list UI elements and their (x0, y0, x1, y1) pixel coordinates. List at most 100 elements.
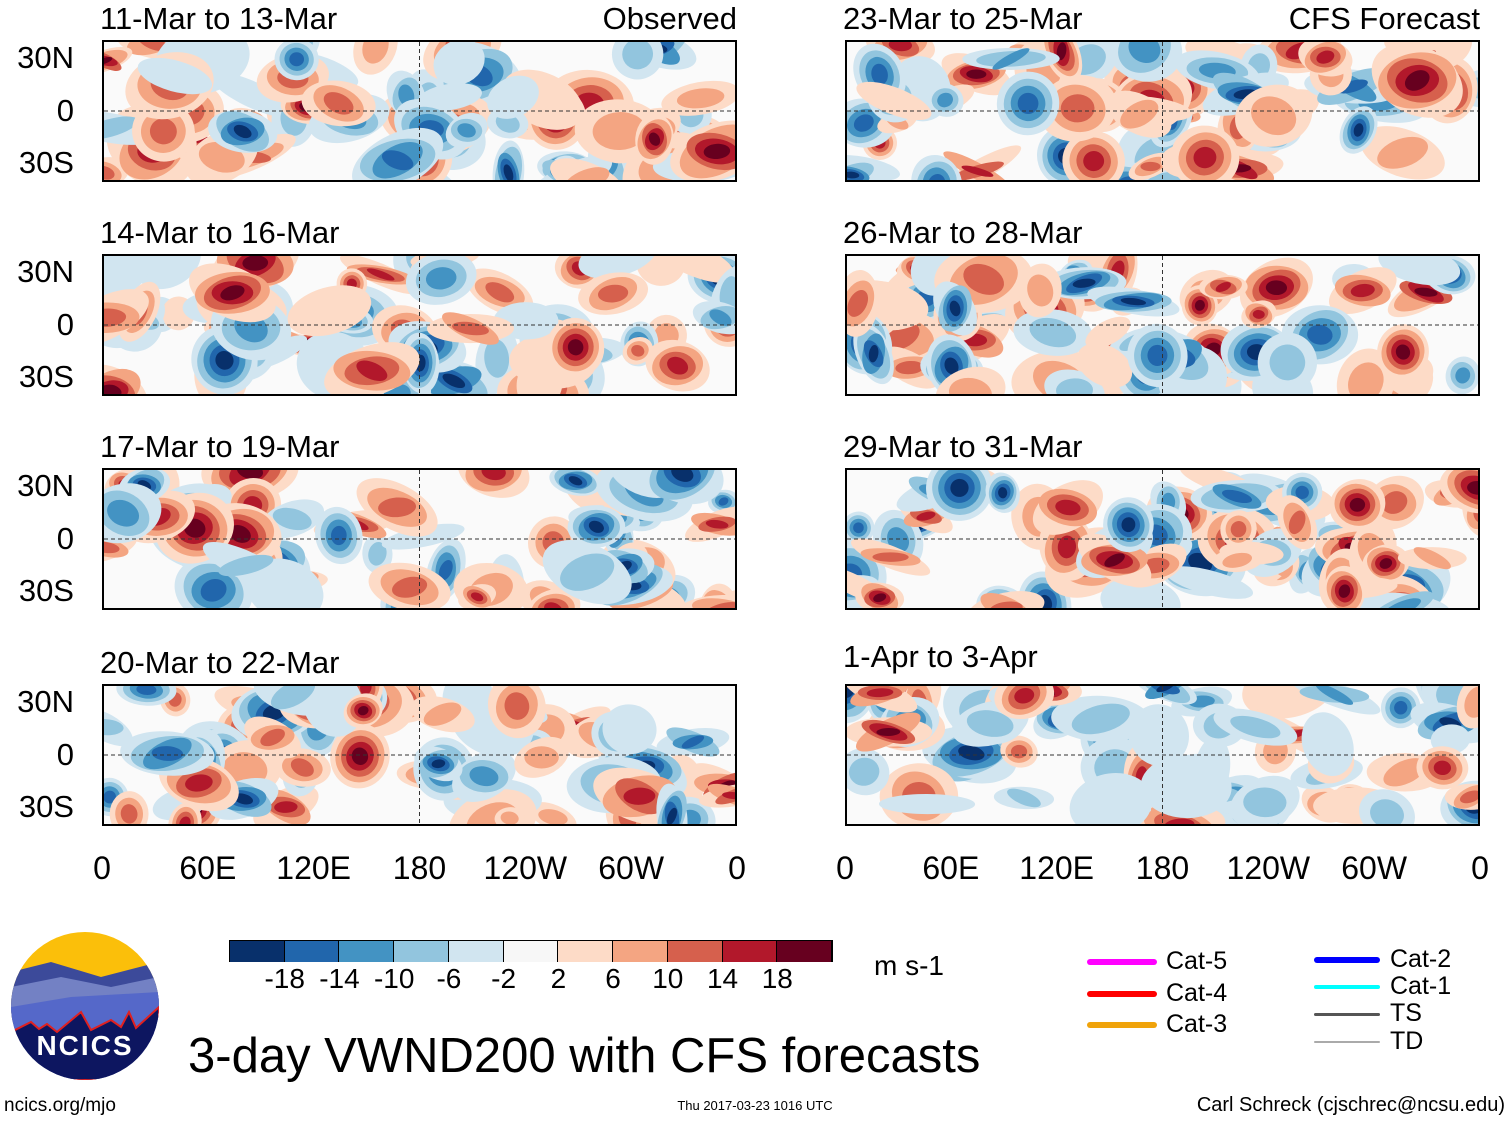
colorbar-swatch (284, 941, 340, 962)
anomaly-contour (588, 520, 604, 533)
legend-label: Cat-1 (1390, 972, 1452, 1000)
colorbar-tick-label: -18 (264, 963, 305, 994)
anomaly-contour (692, 598, 735, 608)
lon-tick-label: 120E (1019, 850, 1095, 886)
anomaly-contour (1056, 378, 1094, 394)
legend-label: Cat-5 (1166, 947, 1228, 975)
anomaly-contour (1083, 151, 1105, 172)
legend-line-cat-4 (1087, 991, 1157, 997)
anomaly-contour (104, 541, 120, 554)
map-panel (102, 254, 737, 396)
anomaly-contour (133, 256, 201, 290)
anomaly-contour (718, 497, 729, 506)
anomaly-contour (104, 256, 152, 297)
anomaly-contour (1307, 324, 1333, 345)
anomaly-contour (151, 746, 184, 761)
colorbar-swatch (503, 941, 559, 962)
colorbar-swatch (230, 941, 285, 962)
anomaly-contour (1395, 344, 1411, 360)
anomaly-contour (1230, 521, 1247, 538)
anomaly-contour (602, 704, 657, 755)
colorbar-swatch (394, 941, 449, 962)
map-panel (845, 684, 1480, 826)
legend-label: Cat-4 (1166, 979, 1228, 1007)
anomaly-contour (228, 525, 251, 543)
anomaly-contour (648, 132, 661, 146)
anomaly-contour (104, 56, 113, 65)
anomaly-contour (185, 774, 213, 792)
footer-url[interactable]: ncics.org/mjo (4, 1095, 116, 1116)
anomaly-contour (1349, 497, 1366, 512)
anomaly-contour (667, 356, 689, 375)
anomaly-contour (481, 470, 506, 481)
lat-tick-label: 30N (17, 40, 74, 75)
lon-tick-label: 0 (836, 850, 854, 886)
lon-tick-label: 60W (598, 850, 665, 886)
colorbar-tick-label: -2 (491, 963, 517, 994)
anomaly-contour (438, 559, 453, 581)
anomaly-contour (1413, 547, 1451, 570)
panel-source-label: Observed (602, 1, 737, 36)
colorbar-tick-label: 6 (605, 963, 621, 994)
anomaly-contour (442, 373, 466, 389)
anomaly-contour (1120, 297, 1147, 306)
legend-line-cat-3 (1087, 1022, 1157, 1028)
anomaly-contour (270, 686, 316, 710)
anomaly-contour (1414, 287, 1438, 297)
anomaly-contour (992, 48, 1030, 70)
anomaly-contour (210, 72, 296, 118)
anomaly-contour (1295, 485, 1309, 499)
anomaly-contour (1243, 787, 1287, 818)
anomaly-contour (949, 300, 961, 317)
anomaly-contour (469, 766, 499, 787)
anomaly-contour (722, 791, 735, 800)
anomaly-contour (362, 42, 389, 64)
anomaly-contour (487, 75, 539, 119)
anomaly-contour (866, 688, 894, 698)
anomaly-contour (676, 88, 725, 109)
legend-line-cat-5 (1087, 959, 1157, 965)
anomaly-contour (351, 747, 369, 765)
anomaly-contour (1071, 703, 1130, 735)
logo-text: NCICS (36, 1030, 134, 1061)
colorbar (229, 940, 833, 962)
legend-line-cat-2 (1314, 957, 1380, 963)
anomaly-contour (504, 692, 530, 720)
anomaly-contour (950, 478, 969, 497)
anomaly-contour (1056, 42, 1067, 61)
panel-source-label: CFS Forecast (1288, 1, 1480, 36)
lon-tick-label: 60E (179, 850, 237, 886)
anomaly-contour (1055, 499, 1081, 516)
anomaly-contour (1085, 316, 1131, 349)
anomaly-contour (578, 256, 658, 279)
anomaly-contour (287, 285, 372, 337)
lat-tick-label: 30N (17, 254, 74, 289)
anomaly-contour (368, 542, 387, 566)
colorbar-swatch (777, 941, 832, 962)
footer-author: Carl Schreck (cjschrec@ncsu.edu) (1196, 1094, 1505, 1116)
anomaly-contour (200, 578, 227, 602)
anomaly-contour (423, 702, 462, 726)
anomaly-contour (937, 92, 953, 108)
anomaly-contour (1017, 92, 1039, 115)
anomaly-contour (1215, 282, 1231, 292)
legend-line-td (1314, 1041, 1380, 1043)
anomaly-contour (289, 52, 305, 67)
lon-tick-label: 60E (922, 850, 980, 886)
anomaly-contour (592, 112, 647, 151)
lon-tick-label: 120W (483, 850, 568, 886)
legend-label: Cat-2 (1390, 945, 1452, 973)
anomaly-contour (1069, 773, 1153, 824)
ncics-logo: NCICS (11, 932, 159, 1080)
anomaly-contour (233, 793, 253, 805)
anomaly-contour (1315, 686, 1354, 705)
lon-tick-label: 0 (728, 850, 746, 886)
anomaly-contour (120, 804, 138, 824)
colorbar-tick-label: 14 (706, 963, 739, 994)
anomaly-contour (378, 497, 417, 518)
colorbar-swatch (448, 941, 504, 962)
anomaly-contour (1140, 755, 1232, 819)
anomaly-contour (272, 507, 312, 531)
panel-title: 29-Mar to 31-Mar (843, 429, 1083, 464)
anomaly-contour (1382, 491, 1408, 514)
